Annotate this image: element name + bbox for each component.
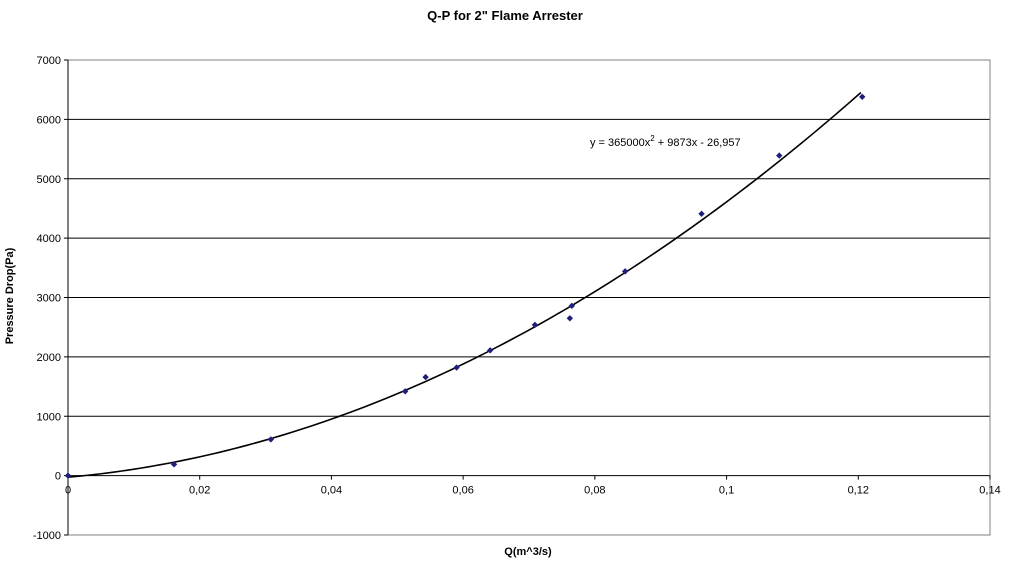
x-tick-label: 0,02	[189, 485, 210, 497]
data-point	[566, 315, 574, 322]
data-point	[531, 321, 539, 329]
y-tick-label: 7000	[37, 55, 61, 67]
x-tick-label: 0,08	[584, 485, 605, 497]
data-point	[568, 302, 576, 310]
y-axis-label: Pressure Drop(Pa)	[4, 247, 16, 344]
x-axis-label: Q(m^3/s)	[504, 546, 552, 558]
x-tick-label: 0,04	[321, 485, 342, 497]
data-point	[698, 210, 705, 217]
y-tick-label: 0	[55, 471, 61, 483]
y-tick-label: 5000	[37, 174, 61, 186]
data-points	[64, 93, 866, 479]
y-tick-label: 6000	[37, 114, 61, 126]
data-point	[422, 373, 429, 381]
x-tick-label: 0,06	[452, 485, 473, 497]
data-point	[170, 461, 178, 468]
x-tick-label: 0,1	[719, 485, 734, 497]
trendline	[67, 91, 862, 479]
x-axis-ticks: 00,020,040,060,080,10,120,14	[65, 475, 1001, 497]
data-point	[621, 268, 629, 275]
x-tick-label: 0,14	[979, 485, 1000, 497]
y-axis-ticks: -1000 0 1000 2000 3000 4000 5000 6000 7000	[33, 55, 68, 542]
data-point	[401, 388, 409, 395]
y-tick-label: 3000	[37, 293, 61, 305]
grid-lines	[68, 59, 990, 417]
y-tick-label: -1000	[33, 530, 61, 542]
data-point	[859, 93, 866, 101]
y-tick-label: 2000	[37, 352, 61, 364]
y-tick-label: 1000	[37, 411, 61, 423]
data-point	[776, 152, 783, 159]
data-point	[486, 347, 494, 354]
data-point	[267, 436, 275, 443]
y-tick-label: 4000	[37, 233, 61, 245]
trendline-equation: y = 365000x2 + 9873x - 26,957	[590, 134, 741, 149]
data-point	[453, 364, 460, 371]
x-tick-label: 0,12	[848, 485, 869, 497]
chart-title: Q-P for 2" Flame Arrester	[427, 8, 583, 23]
data-point	[64, 472, 72, 479]
